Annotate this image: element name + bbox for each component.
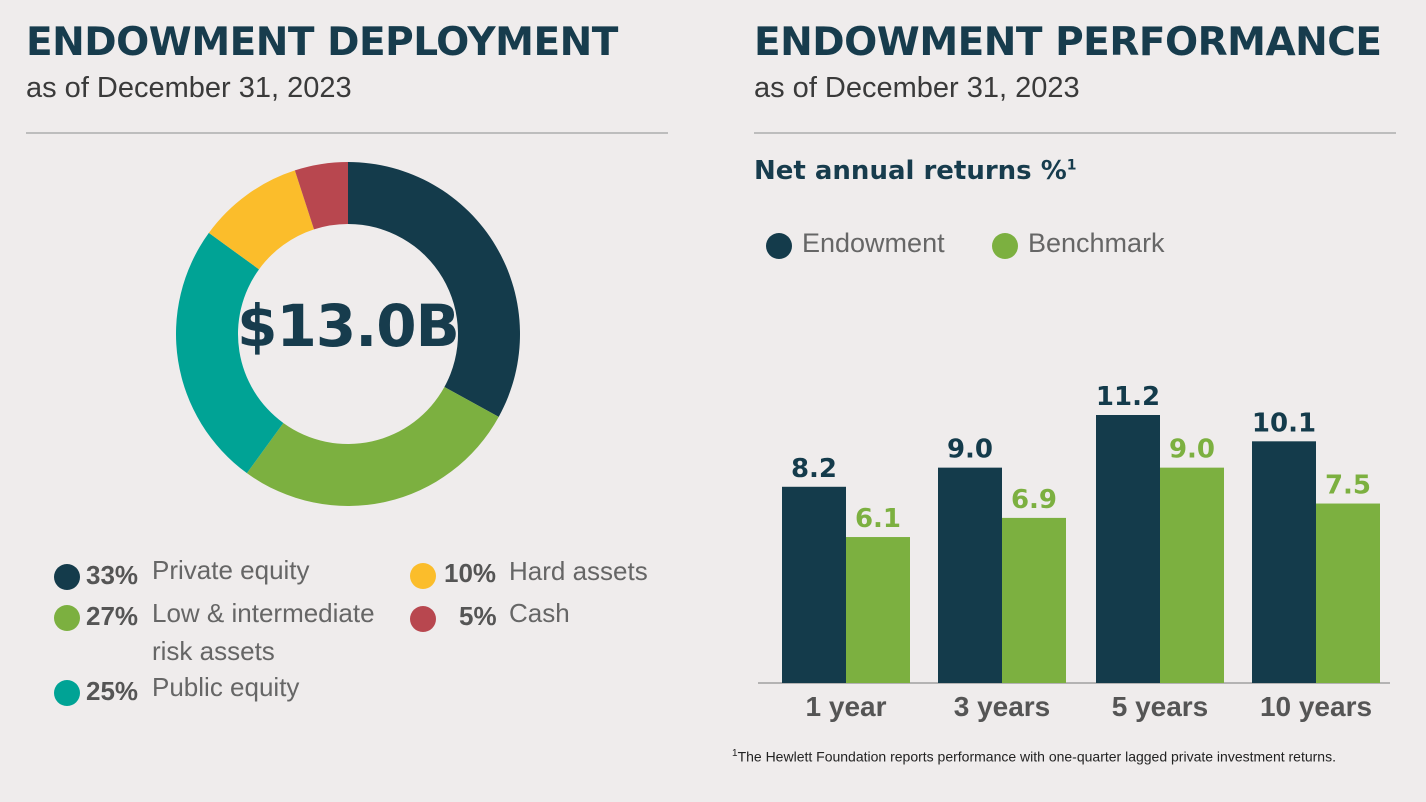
performance-subtitle: as of December 31, 2023 [754, 72, 1080, 104]
performance-title: ENDOWMENT PERFORMANCE [754, 20, 1382, 65]
legend-dot-icon [54, 605, 80, 631]
legend-label: Cash [509, 598, 570, 628]
legend-label: Private equity [152, 555, 310, 585]
legend-pct: 27% [86, 601, 139, 631]
footnote: 1The Hewlett Foundation reports performa… [732, 748, 1336, 765]
data-label: 10.1 [1252, 408, 1316, 438]
donut-slice-low-intermediate-risk-assets [246, 386, 499, 506]
footnote-text: The Hewlett Foundation reports performan… [737, 748, 1336, 765]
bar-endowment-10-years [1252, 441, 1316, 683]
bar-benchmark-10-years [1316, 503, 1380, 683]
legend-label: Hard assets [509, 556, 648, 586]
legend-dot-icon [410, 563, 436, 589]
bar-benchmark-1-year [846, 537, 910, 683]
legend-pct: 10% [444, 558, 497, 588]
donut-center-value: $13.0B [237, 292, 460, 360]
bar-endowment-5-years [1096, 415, 1160, 683]
chart-heading-text: Net annual returns % [754, 156, 1067, 186]
legend-pct: 33% [86, 560, 139, 590]
x-tick-label: 10 years [1260, 691, 1372, 722]
returns-bar-chart: 8.2 6.1 1 year 9.0 6.9 3 years 11.2 9.0 5 years 1… [758, 382, 1390, 722]
chart-heading: Net annual returns %1 [754, 156, 1077, 186]
legend-label-line2: risk assets [152, 636, 275, 666]
x-tick-label: 3 years [954, 691, 1051, 722]
bar-benchmark-3-years [1002, 517, 1066, 683]
data-label: 9.0 [947, 435, 993, 465]
bar-endowment-1-year [782, 486, 846, 683]
donut-slice-private-equity [348, 162, 520, 417]
donut-slice-hard-assets [208, 170, 315, 270]
performance-panel: ENDOWMENT PERFORMANCE as of December 31,… [754, 0, 1396, 722]
donut-slice-cash [294, 162, 348, 230]
data-label: 6.9 [1011, 485, 1057, 515]
legend-dot-icon [54, 564, 80, 590]
legend-dot-icon [992, 233, 1018, 259]
data-label: 8.2 [791, 454, 837, 484]
x-tick-label: 1 year [806, 691, 887, 722]
footnote-marker: 1 [732, 748, 738, 759]
bar-endowment-3-years [938, 467, 1002, 683]
legend-dot-icon [766, 233, 792, 259]
divider [754, 132, 1396, 134]
legend-pct: 25% [86, 676, 139, 706]
bar-benchmark-5-years [1160, 467, 1224, 683]
deployment-title: ENDOWMENT DEPLOYMENT [26, 20, 618, 65]
chart-heading-footnote-marker: 1 [1066, 157, 1077, 174]
donut-slice-public-equity [176, 232, 284, 474]
deployment-subtitle: as of December 31, 2023 [26, 72, 352, 104]
allocation-donut-chart [176, 162, 520, 506]
data-label: 7.5 [1325, 471, 1371, 501]
legend-label: Public equity [152, 672, 300, 702]
x-tick-label: 5 years [1112, 691, 1209, 722]
legend-label: Endowment [802, 228, 945, 258]
legend-label: Benchmark [1028, 228, 1165, 258]
data-label: 11.2 [1096, 382, 1160, 412]
data-label: 6.1 [855, 504, 901, 534]
legend-dot-icon [410, 606, 436, 632]
deployment-panel: ENDOWMENT DEPLOYMENT as of December 31, … [26, 0, 668, 706]
legend-label: Low & intermediate [152, 598, 375, 628]
data-label: 9.0 [1169, 435, 1215, 465]
legend-dot-icon [54, 680, 80, 706]
legend-pct: 5% [459, 601, 497, 631]
divider [26, 132, 668, 134]
